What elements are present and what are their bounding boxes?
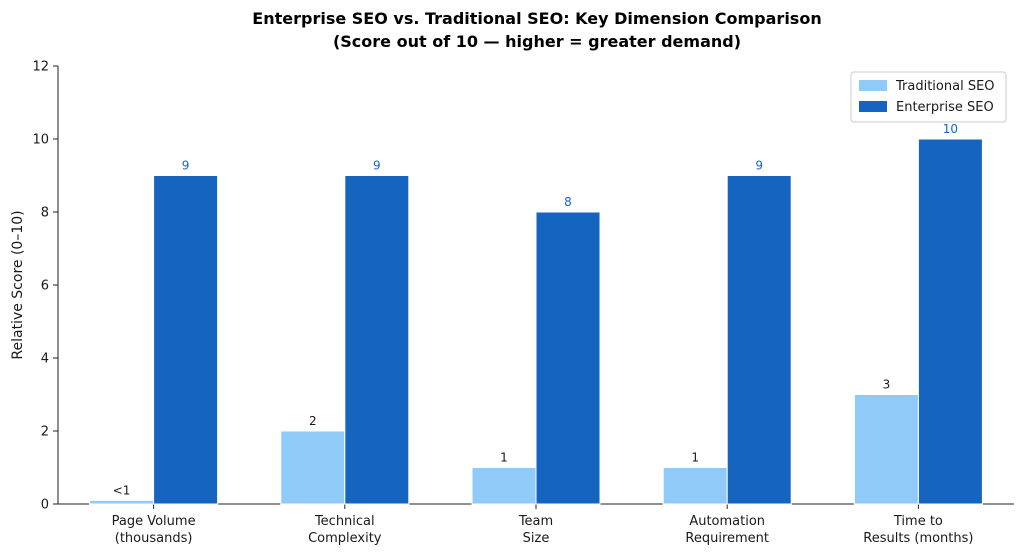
bar-traditional <box>280 430 346 505</box>
x-tick-label: Automation <box>689 514 765 529</box>
data-label: <1 <box>113 483 131 497</box>
bar-traditional <box>89 499 155 505</box>
bar-enterprise <box>726 175 792 505</box>
x-tick-label: (thousands) <box>115 531 193 546</box>
legend-box <box>850 71 1007 123</box>
data-label: 9 <box>755 159 763 173</box>
y-tick-label: 0 <box>41 498 49 513</box>
bar-enterprise <box>344 175 410 505</box>
y-tick-label: 10 <box>32 133 49 148</box>
y-tick-label: 4 <box>41 352 49 367</box>
y-tick-label: 2 <box>41 425 49 440</box>
legend-swatch <box>859 101 887 112</box>
x-tick-label: Page Volume <box>112 514 196 529</box>
bar-traditional <box>471 467 537 505</box>
data-label: 2 <box>309 414 317 428</box>
y-tick-label: 12 <box>32 60 49 75</box>
data-label: 1 <box>500 451 508 465</box>
legend-label: Traditional SEO <box>895 79 995 94</box>
x-tick-label: Team <box>518 514 553 529</box>
bar-traditional <box>662 467 728 505</box>
bar-enterprise <box>153 175 219 505</box>
data-label: 8 <box>564 195 572 209</box>
x-tick-label: Size <box>523 531 550 546</box>
data-label: 9 <box>373 159 381 173</box>
data-label: 3 <box>883 378 891 392</box>
x-tick-label: Technical <box>314 514 375 529</box>
y-tick-label: 6 <box>41 279 49 294</box>
x-tick-label: Requirement <box>685 531 769 546</box>
y-tick-label: 8 <box>41 206 49 221</box>
x-tick-label: Results (months) <box>863 531 973 546</box>
data-label: 9 <box>182 159 190 173</box>
chart-subtitle: (Score out of 10 — higher = greater dema… <box>333 32 741 51</box>
legend: Traditional SEO Enterprise SEO <box>850 71 1007 123</box>
bar-traditional <box>853 394 919 505</box>
data-label: 1 <box>691 451 699 465</box>
legend-label: Enterprise SEO <box>896 100 994 115</box>
x-tick-label: Time to <box>893 514 943 529</box>
x-tick-label: Complexity <box>308 531 382 546</box>
bar-enterprise <box>917 138 983 505</box>
chart-title: Enterprise SEO vs. Traditional SEO: Key … <box>252 9 821 28</box>
legend-swatch <box>859 80 887 91</box>
bar-enterprise <box>535 211 601 505</box>
data-label: 10 <box>943 122 958 136</box>
y-axis-label: Relative Score (0–10) <box>10 210 26 359</box>
